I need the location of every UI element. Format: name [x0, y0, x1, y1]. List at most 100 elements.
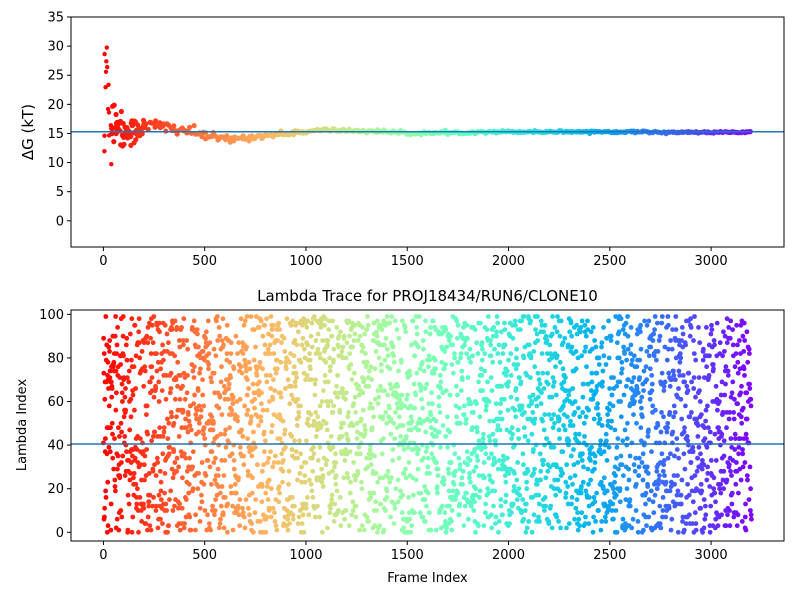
lambda-point	[335, 394, 341, 400]
lambda-point	[197, 505, 203, 511]
y-tick-label: 60	[47, 395, 64, 410]
lambda-point	[283, 366, 289, 372]
lambda-point	[390, 458, 396, 463]
lambda-point	[504, 368, 510, 374]
lambda-point	[708, 331, 714, 337]
lambda-point	[158, 516, 163, 522]
lambda-point	[534, 403, 540, 409]
lambda-point	[479, 373, 485, 378]
lambda-point	[176, 464, 182, 470]
lambda-point	[563, 479, 569, 485]
lambda-point	[306, 512, 312, 518]
lambda-point	[648, 488, 654, 494]
lambda-point	[171, 449, 177, 455]
lambda-point	[683, 521, 689, 526]
lambda-point	[536, 514, 541, 520]
lambda-point	[293, 383, 298, 389]
lambda-point	[114, 516, 120, 522]
lambda-point	[464, 322, 470, 328]
lambda-point	[600, 379, 605, 385]
lambda-point	[612, 479, 617, 485]
lambda-point	[191, 375, 197, 380]
lambda-point	[671, 373, 677, 378]
lambda-point	[677, 359, 683, 365]
lambda-point	[727, 508, 732, 513]
lambda-point	[669, 346, 675, 352]
lambda-point	[662, 344, 668, 350]
lambda-point	[582, 434, 587, 439]
lambda-point	[665, 420, 671, 426]
lambda-point	[700, 458, 705, 463]
lambda-point	[516, 436, 522, 441]
lambda-point	[233, 490, 239, 496]
lambda-point	[644, 322, 650, 328]
lambda-point	[128, 471, 134, 476]
lambda-point	[599, 383, 605, 389]
lambda-point	[733, 436, 738, 441]
lambda-point	[161, 357, 166, 363]
lambda-point	[534, 331, 540, 337]
lambda-point	[412, 405, 418, 411]
lambda-point	[638, 346, 644, 352]
lambda-point	[237, 523, 243, 529]
lambda-point	[719, 431, 725, 437]
lambda-point	[110, 455, 116, 461]
lambda-point	[217, 521, 223, 526]
lambda-point	[657, 521, 663, 526]
lambda-point	[107, 368, 113, 374]
lambda-point	[146, 503, 152, 509]
lambda-point	[194, 327, 200, 332]
lambda-point	[566, 392, 572, 398]
lambda-point	[481, 431, 486, 437]
lambda-point	[106, 444, 112, 450]
lambda-point	[671, 414, 676, 420]
lambda-point	[744, 390, 750, 396]
delta-g-point	[102, 133, 107, 138]
lambda-point	[462, 403, 467, 409]
lambda-point	[741, 349, 747, 354]
lambda-point	[213, 353, 219, 359]
lambda-point	[707, 529, 713, 535]
lambda-point	[532, 364, 538, 370]
lambda-point	[745, 477, 750, 483]
lambda-point	[141, 501, 146, 507]
lambda-point	[702, 425, 707, 431]
lambda-point	[601, 325, 606, 330]
lambda-point	[641, 368, 647, 374]
lambda-point	[174, 468, 180, 474]
lambda-point	[223, 444, 229, 450]
lambda-point	[717, 340, 723, 346]
lambda-point	[448, 333, 453, 339]
lambda-point	[244, 314, 250, 319]
lambda-point	[734, 322, 739, 328]
lambda-point	[391, 359, 397, 365]
lambda-point	[326, 327, 332, 332]
lambda-point	[735, 342, 740, 348]
lambda-point	[127, 427, 133, 433]
lambda-point	[175, 383, 180, 389]
lambda-point	[536, 501, 542, 507]
lambda-point	[678, 492, 684, 498]
lambda-point	[357, 451, 363, 457]
lambda-point	[686, 370, 692, 376]
lambda-point	[245, 468, 251, 474]
lambda-point	[180, 338, 186, 343]
lambda-point	[259, 499, 265, 505]
lambda-point	[347, 333, 352, 339]
lambda-point	[438, 379, 444, 385]
lambda-point	[445, 466, 451, 472]
lambda-point	[212, 512, 217, 518]
lambda-point	[167, 390, 173, 396]
lambda-point	[280, 418, 286, 424]
lambda-point	[723, 523, 729, 529]
lambda-point	[462, 503, 468, 509]
lambda-point	[142, 477, 147, 483]
lambda-point	[492, 346, 497, 352]
lambda-point	[675, 488, 681, 494]
lambda-point	[468, 503, 474, 509]
lambda-point	[267, 342, 273, 348]
lambda-point	[494, 333, 499, 339]
lambda-point	[480, 388, 485, 393]
lambda-point	[535, 314, 540, 319]
lambda-point	[104, 529, 110, 535]
